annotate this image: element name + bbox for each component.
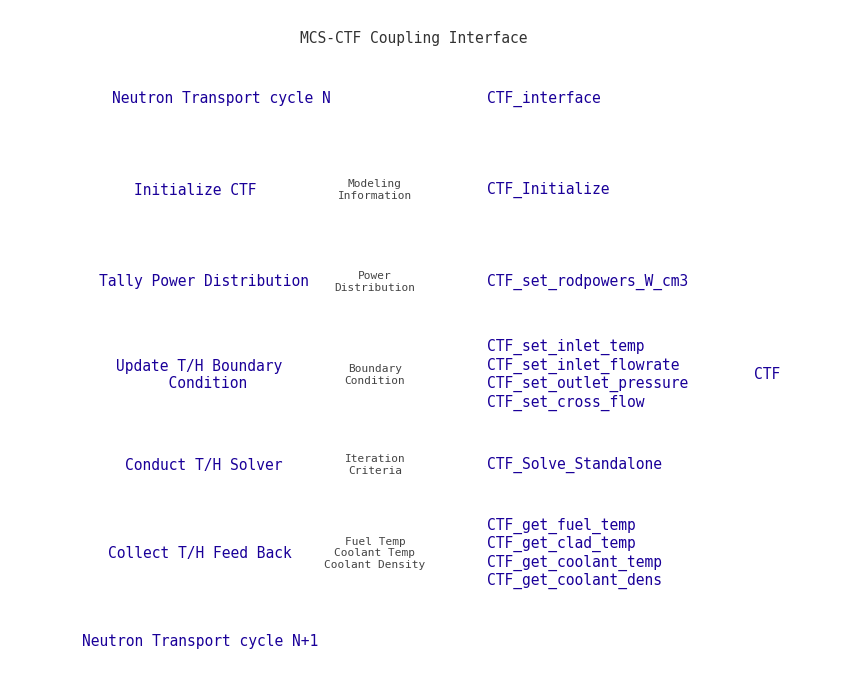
Text: CTF_set_inlet_temp
CTF_set_inlet_flowrate
CTF_set_outlet_pressure
CTF_set_cross_: CTF_set_inlet_temp CTF_set_inlet_flowrat… bbox=[486, 339, 687, 411]
Text: Neutron Transport cycle N: Neutron Transport cycle N bbox=[112, 91, 331, 106]
Text: Collect T/H Feed Back: Collect T/H Feed Back bbox=[108, 546, 291, 561]
Text: Fuel Temp
Coolant Temp
Coolant Density: Fuel Temp Coolant Temp Coolant Density bbox=[324, 537, 425, 570]
Text: Modeling
Information: Modeling Information bbox=[338, 179, 412, 201]
Text: Tally Power Distribution: Tally Power Distribution bbox=[99, 274, 309, 289]
Text: CTF: CTF bbox=[753, 367, 779, 382]
Text: Conduct T/H Solver: Conduct T/H Solver bbox=[125, 458, 282, 473]
Text: Power
Distribution: Power Distribution bbox=[334, 271, 415, 293]
Text: Iteration
Criteria: Iteration Criteria bbox=[344, 454, 405, 476]
Text: Neutron Transport cycle N+1: Neutron Transport cycle N+1 bbox=[82, 634, 318, 649]
Text: MCS-CTF Coupling Interface: MCS-CTF Coupling Interface bbox=[300, 31, 527, 45]
Text: Boundary
Condition: Boundary Condition bbox=[344, 364, 405, 386]
Text: CTF_Initialize: CTF_Initialize bbox=[486, 182, 609, 198]
Text: CTF_Solve_Standalone: CTF_Solve_Standalone bbox=[486, 457, 661, 473]
Text: Update T/H Boundary
      Condition: Update T/H Boundary Condition bbox=[116, 359, 282, 391]
Text: Initialize CTF: Initialize CTF bbox=[133, 183, 256, 198]
Text: CTF_set_rodpowers_W_cm3: CTF_set_rodpowers_W_cm3 bbox=[486, 274, 687, 290]
Text: CTF_get_fuel_temp
CTF_get_clad_temp
CTF_get_coolant_temp
CTF_get_coolant_dens: CTF_get_fuel_temp CTF_get_clad_temp CTF_… bbox=[486, 517, 661, 589]
Text: CTF_interface: CTF_interface bbox=[486, 90, 600, 107]
